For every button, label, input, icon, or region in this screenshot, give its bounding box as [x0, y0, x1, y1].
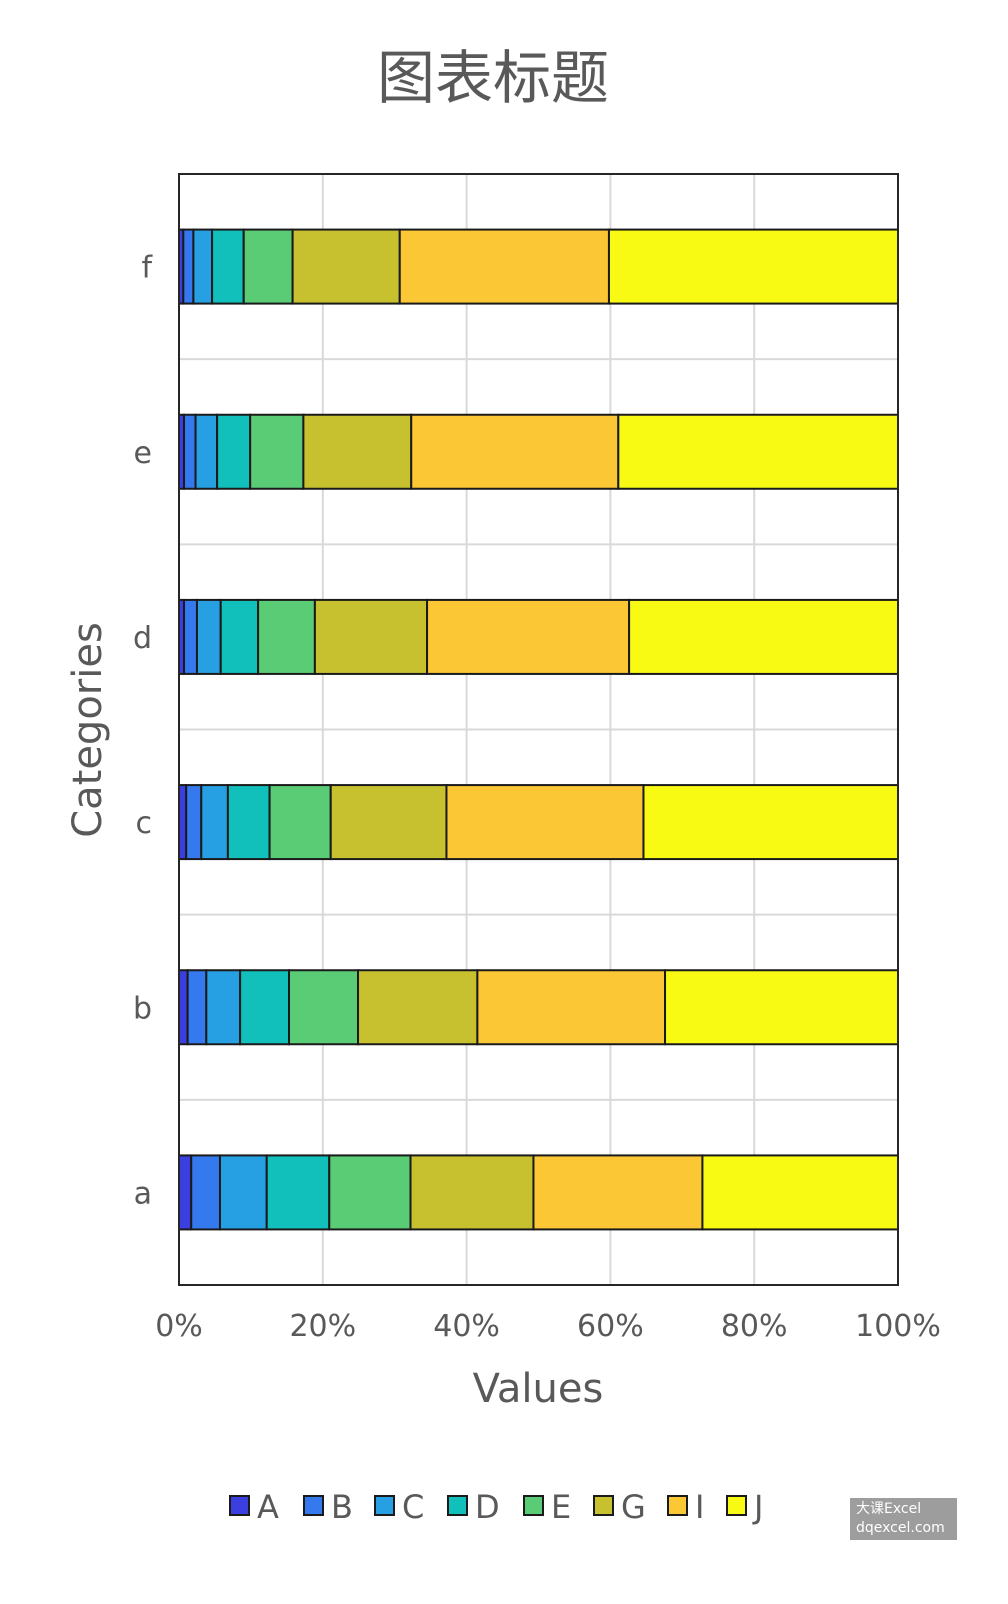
y-axis-title: Categories — [65, 622, 111, 838]
bar-segment-E-c — [268, 784, 332, 861]
bar-segment-G-c — [329, 784, 448, 861]
bar-segment-C-c — [200, 784, 229, 861]
y-tick-label: e — [134, 436, 152, 471]
bar-segment-A-c — [178, 784, 188, 861]
bar-segment-A-b — [178, 969, 189, 1046]
bar-segment-J-c — [642, 784, 899, 861]
chart-title: 图表标题 — [377, 44, 609, 112]
bar-segment-B-b — [186, 969, 208, 1046]
legend-item-D: D — [447, 1488, 500, 1526]
legend-label: G — [621, 1488, 646, 1526]
bar-segment-C-d — [195, 598, 222, 675]
bar-segment-B-f — [182, 228, 195, 305]
bar-segment-B-d — [183, 598, 198, 675]
bar-segment-I-d — [426, 598, 631, 675]
plot-area-border — [178, 173, 899, 1286]
bar-segment-B-a — [190, 1154, 221, 1231]
legend-swatch — [447, 1495, 468, 1516]
bar-segment-C-b — [205, 969, 242, 1046]
bars — [178, 228, 900, 1231]
bar-segment-C-a — [218, 1154, 268, 1231]
legend-label: C — [402, 1488, 424, 1526]
bar-segment-J-b — [664, 969, 899, 1046]
legend-item-E: E — [523, 1488, 571, 1526]
bar-segment-G-d — [313, 598, 429, 675]
legend-swatch — [667, 1495, 688, 1516]
bar-segment-D-a — [265, 1154, 331, 1231]
x-tick-label: 40% — [433, 1309, 500, 1344]
bar-segment-E-a — [328, 1154, 412, 1231]
legend-swatch — [726, 1495, 747, 1516]
x-tick-label: 0% — [155, 1309, 203, 1344]
legend-swatch — [374, 1495, 395, 1516]
legend-label: J — [752, 1488, 763, 1526]
x-axis-title: Values — [473, 1366, 604, 1412]
legend-label: D — [475, 1488, 500, 1526]
x-tick-label: 20% — [289, 1309, 356, 1344]
bar-segment-B-e — [183, 413, 197, 490]
bar-segment-J-d — [628, 598, 899, 675]
legend-label: I — [695, 1488, 704, 1526]
legend-swatch — [229, 1495, 250, 1516]
legend-label: E — [551, 1488, 571, 1526]
legend-item-A: A — [229, 1488, 279, 1526]
legend-swatch — [303, 1495, 324, 1516]
x-tick-label: 100% — [855, 1309, 941, 1344]
legend-item-J: J — [726, 1488, 763, 1526]
legend-item-B: B — [303, 1488, 353, 1526]
x-tick-labels: 0% 20% 40% 60% 80% 100% — [155, 1309, 941, 1344]
bar-segment-D-e — [216, 413, 252, 490]
bar-segment-J-f — [607, 228, 899, 305]
watermark-line-1: 大课Excel — [856, 1501, 922, 1517]
bar-segment-C-f — [192, 228, 214, 305]
bar-segment-G-f — [291, 228, 401, 305]
bar-segment-D-c — [226, 784, 271, 861]
y-tick-labels: a b c d e f — [133, 251, 153, 1212]
bar-segment-I-b — [476, 969, 667, 1046]
bar-segment-E-e — [249, 413, 305, 490]
bar-segment-I-e — [410, 413, 620, 490]
bar-segment-C-e — [194, 413, 219, 490]
y-tick-label: b — [133, 991, 152, 1026]
bar-segment-D-f — [211, 228, 245, 305]
bar-segment-G-a — [409, 1154, 535, 1231]
legend-label: A — [257, 1488, 279, 1526]
legend-label: B — [331, 1488, 353, 1526]
bar-segment-I-a — [532, 1154, 704, 1231]
bar-segment-E-d — [257, 598, 316, 675]
bar-segment-D-b — [239, 969, 291, 1046]
bar-segment-J-a — [701, 1154, 899, 1231]
x-tick-label: 60% — [577, 1309, 644, 1344]
bar-segment-A-a — [178, 1154, 193, 1231]
y-tick-label: a — [134, 1176, 152, 1211]
bar-segment-E-f — [242, 228, 294, 305]
legend-swatch — [523, 1495, 544, 1516]
legend-item-C: C — [374, 1488, 424, 1526]
watermark: 大课Excel dqexcel.com — [850, 1498, 957, 1540]
bar-segment-I-c — [445, 784, 645, 861]
bar-segment-E-b — [288, 969, 360, 1046]
watermark-line-2: dqexcel.com — [856, 1520, 945, 1536]
bar-segment-G-b — [357, 969, 479, 1046]
y-tick-label: c — [136, 806, 153, 841]
bar-segment-B-c — [185, 784, 203, 861]
legend-item-I: I — [667, 1488, 704, 1526]
bar-segment-I-f — [398, 228, 610, 305]
gridlines — [179, 174, 898, 1285]
bar-segment-D-d — [219, 598, 260, 675]
y-tick-label: d — [133, 621, 152, 656]
bar-segment-G-e — [302, 413, 413, 490]
legend-item-G: G — [593, 1488, 646, 1526]
bar-segment-J-e — [617, 413, 900, 490]
legend-swatch — [593, 1495, 614, 1516]
y-tick-label: f — [141, 251, 153, 286]
x-tick-label: 80% — [721, 1309, 788, 1344]
